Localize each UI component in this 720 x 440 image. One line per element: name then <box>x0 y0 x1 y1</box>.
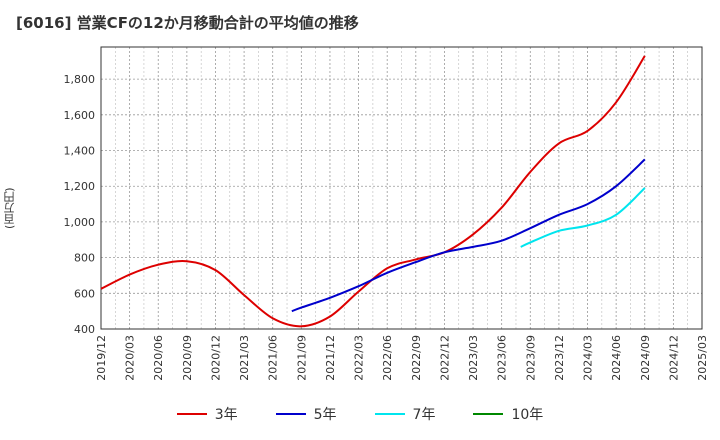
legend-swatch <box>473 413 504 415</box>
x-tick-label: 2019/12 <box>95 335 108 381</box>
x-tick-label: 2024/03 <box>582 335 595 381</box>
y-tick-label: 1,800 <box>64 73 96 86</box>
legend-item-1: 5年 <box>275 403 337 425</box>
chart-title: [6016] 営業CFの12か月移動合計の平均値の推移 <box>16 14 359 32</box>
series-line-2 <box>520 187 646 248</box>
x-tick-label: 2023/12 <box>553 335 566 381</box>
x-tick-label: 2024/06 <box>610 335 623 381</box>
legend-label: 3年 <box>214 407 238 423</box>
x-tick-label: 2021/12 <box>324 335 337 381</box>
x-tick-label: 2022/09 <box>410 335 423 381</box>
legend-item-2: 7年 <box>374 403 436 425</box>
legend-swatch <box>176 413 207 415</box>
y-tick-label: 1,400 <box>64 145 96 158</box>
series-layer <box>100 55 646 328</box>
x-tick-label: 2024/12 <box>667 335 680 381</box>
x-tick-label: 2022/12 <box>438 335 451 381</box>
legend-swatch <box>374 413 405 415</box>
y-tick-label: 1,200 <box>64 180 96 193</box>
y-tick-label: 800 <box>74 252 95 265</box>
y-tick-label: 1,600 <box>64 109 96 122</box>
y-tick-label: 400 <box>74 323 95 336</box>
x-tick-labels: 2019/12 2020/03 2020/06 2020/09 2020/12 2021/… <box>95 335 709 381</box>
y-tick-labels: 400 600 800 1,000 1,200 1,400 1,600 1,800 <box>64 73 96 336</box>
legend-label: 10年 <box>511 407 544 423</box>
grid-lines <box>100 47 703 330</box>
legend-swatch <box>275 413 306 415</box>
legend-label: 5年 <box>313 407 337 423</box>
legend-item-3: 10年 <box>473 403 543 425</box>
plot-frame <box>100 46 703 330</box>
x-tick-label: 2021/06 <box>267 335 280 381</box>
legend-label: 7年 <box>412 407 436 423</box>
legend: 3年 5年 7年 10年 <box>0 403 720 425</box>
y-tick-label: 600 <box>74 287 95 300</box>
x-tick-label: 2020/06 <box>152 335 165 381</box>
x-tick-label: 2023/06 <box>496 335 509 381</box>
x-tick-label: 2020/09 <box>181 335 194 381</box>
x-tick-label: 2022/06 <box>381 335 394 381</box>
x-tick-label: 2023/03 <box>467 335 480 381</box>
x-tick-label: 2021/03 <box>238 335 251 381</box>
x-tick-label: 2020/03 <box>124 335 137 381</box>
x-tick-label: 2020/12 <box>209 335 222 381</box>
y-tick-label: 1,000 <box>64 216 96 229</box>
x-tick-label: 2023/09 <box>524 335 537 381</box>
x-tick-label: 2025/03 <box>696 335 709 381</box>
legend-item-0: 3年 <box>176 403 238 425</box>
x-tick-label: 2022/03 <box>353 335 366 381</box>
x-tick-label: 2024/09 <box>639 335 652 381</box>
x-tick-label: 2021/09 <box>295 335 308 381</box>
series-line-1 <box>291 158 646 313</box>
